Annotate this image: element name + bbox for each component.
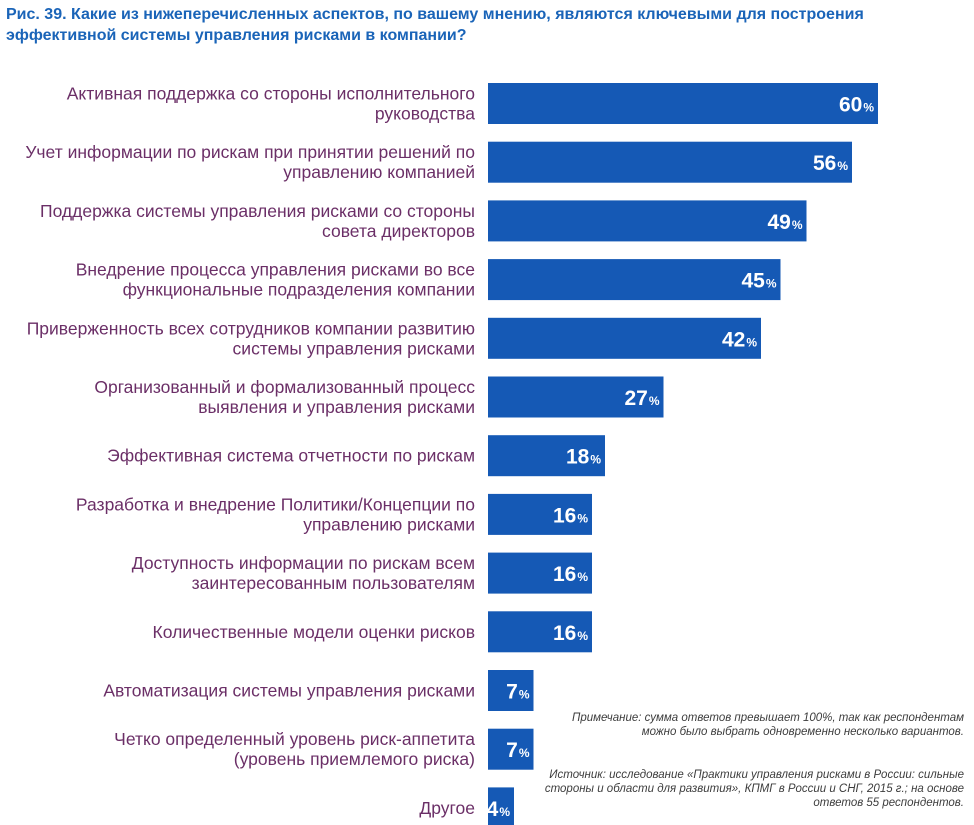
category-label: управлению рисками <box>303 514 475 534</box>
bar-value-label: 60% <box>839 94 874 117</box>
category-label: управлению компанией <box>283 162 475 182</box>
category-label: совета директоров <box>322 221 475 241</box>
bar-value-label: 42% <box>722 328 757 351</box>
chart-source: Источник: исследование «Практики управле… <box>544 769 964 809</box>
category-label: Поддержка системы управления рисками со … <box>40 201 475 221</box>
bar <box>488 200 807 242</box>
category-label: руководства <box>375 104 475 124</box>
category-label: Доступность информации по рискам всем <box>132 553 475 573</box>
bar-value-label: 7% <box>506 681 530 704</box>
bar-value-label: 16% <box>553 504 588 527</box>
category-label: Количественные модели оценки рисков <box>153 622 475 642</box>
bar-value-label: 49% <box>767 211 802 234</box>
category-label: функциональные подразделения компании <box>123 280 475 300</box>
bar <box>488 141 852 183</box>
bar <box>488 493 592 535</box>
category-label: Другое <box>419 798 475 818</box>
category-label: Эффективная система отчетности по рискам <box>107 446 475 466</box>
bar-value-label: 27% <box>624 387 659 410</box>
bar-value-label: 4% <box>487 798 511 821</box>
bar <box>488 317 761 359</box>
bar <box>488 787 514 825</box>
category-label: Учет информации по рискам при принятии р… <box>25 142 475 162</box>
bar <box>488 552 592 594</box>
bar-value-label: 18% <box>566 446 601 469</box>
bar-value-label: 45% <box>741 270 776 293</box>
category-label: Приверженность всех сотрудников компании… <box>27 318 475 338</box>
category-label: Активная поддержка со стороны исполнител… <box>67 84 475 104</box>
category-label: Автоматизация системы управления рисками <box>103 681 475 701</box>
category-label: Организованный и формализованный процесс <box>94 377 475 397</box>
bar <box>488 728 534 770</box>
bar <box>488 259 781 301</box>
bar <box>488 611 592 653</box>
bar <box>488 670 534 711</box>
category-label: Разработка и внедрение Политики/Концепци… <box>76 494 475 514</box>
category-label: выявления и управления рисками <box>198 397 475 417</box>
category-label: (уровень приемлемого риска) <box>234 749 475 769</box>
bar-value-label: 16% <box>553 563 588 586</box>
category-label: Внедрение процесса управления рисками во… <box>76 260 475 280</box>
category-label: системы управления рисками <box>233 338 475 358</box>
bar-value-label: 7% <box>506 739 530 762</box>
bar <box>488 435 605 477</box>
chart-title: Рис. 39. Какие из нижеперечисленных аспе… <box>6 6 864 44</box>
bar-value-label: 56% <box>813 152 848 175</box>
bar <box>488 376 664 418</box>
category-label: Четко определенный уровень риск-аппетита <box>114 729 475 749</box>
bar <box>488 83 878 124</box>
chart-note: Примечание: сумма ответов превышает 100%… <box>572 712 964 738</box>
category-label: заинтересованным пользователям <box>192 573 475 593</box>
bar-value-label: 16% <box>553 622 588 645</box>
